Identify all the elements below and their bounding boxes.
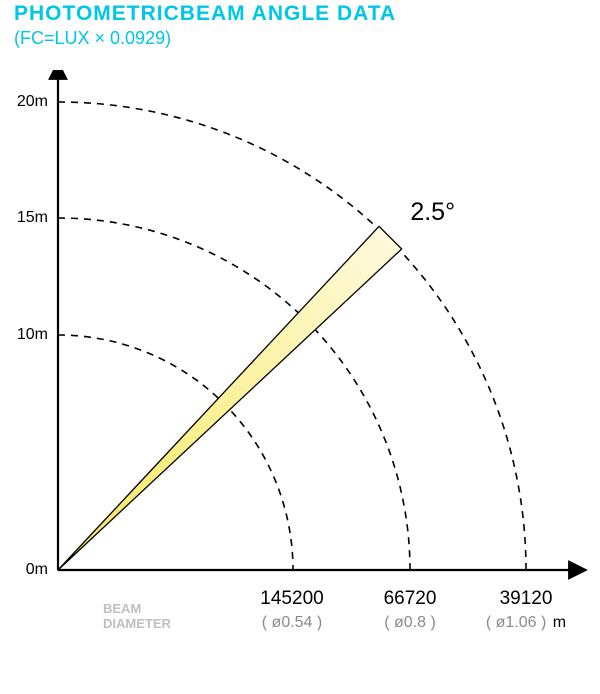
beam-diagram: 0m 10m 15m 20m 2.5° 145200 66720 39120 (… bbox=[0, 70, 600, 630]
diameter-value-2-text: ( ø1.06 ) bbox=[486, 614, 546, 631]
lux-value-1: 66720 bbox=[360, 588, 460, 610]
y-tick-20: 20m bbox=[8, 93, 48, 111]
diagram-subtitle: (FC=LUX × 0.0929) bbox=[14, 28, 171, 49]
y-tick-10: 10m bbox=[8, 326, 48, 344]
diameter-unit: m bbox=[553, 614, 566, 631]
diameter-value-2: ( ø1.06 ) m bbox=[466, 614, 586, 632]
beam-diagram-svg bbox=[0, 70, 600, 630]
diameter-value-0: ( ø0.54 ) bbox=[232, 614, 352, 632]
diameter-value-1: ( ø0.8 ) bbox=[350, 614, 470, 632]
beam-cone bbox=[58, 226, 402, 570]
lux-value-0: 145200 bbox=[242, 588, 342, 610]
beam-diameter-label: BEAMDIAMETER bbox=[103, 602, 171, 632]
y-tick-15: 15m bbox=[8, 209, 48, 227]
beam-angle-label: 2.5° bbox=[410, 198, 455, 227]
y-tick-0: 0m bbox=[8, 561, 48, 579]
diagram-title: PHOTOMETRICBEAM ANGLE DATA bbox=[14, 2, 396, 26]
lux-value-2: 39120 bbox=[476, 588, 576, 610]
